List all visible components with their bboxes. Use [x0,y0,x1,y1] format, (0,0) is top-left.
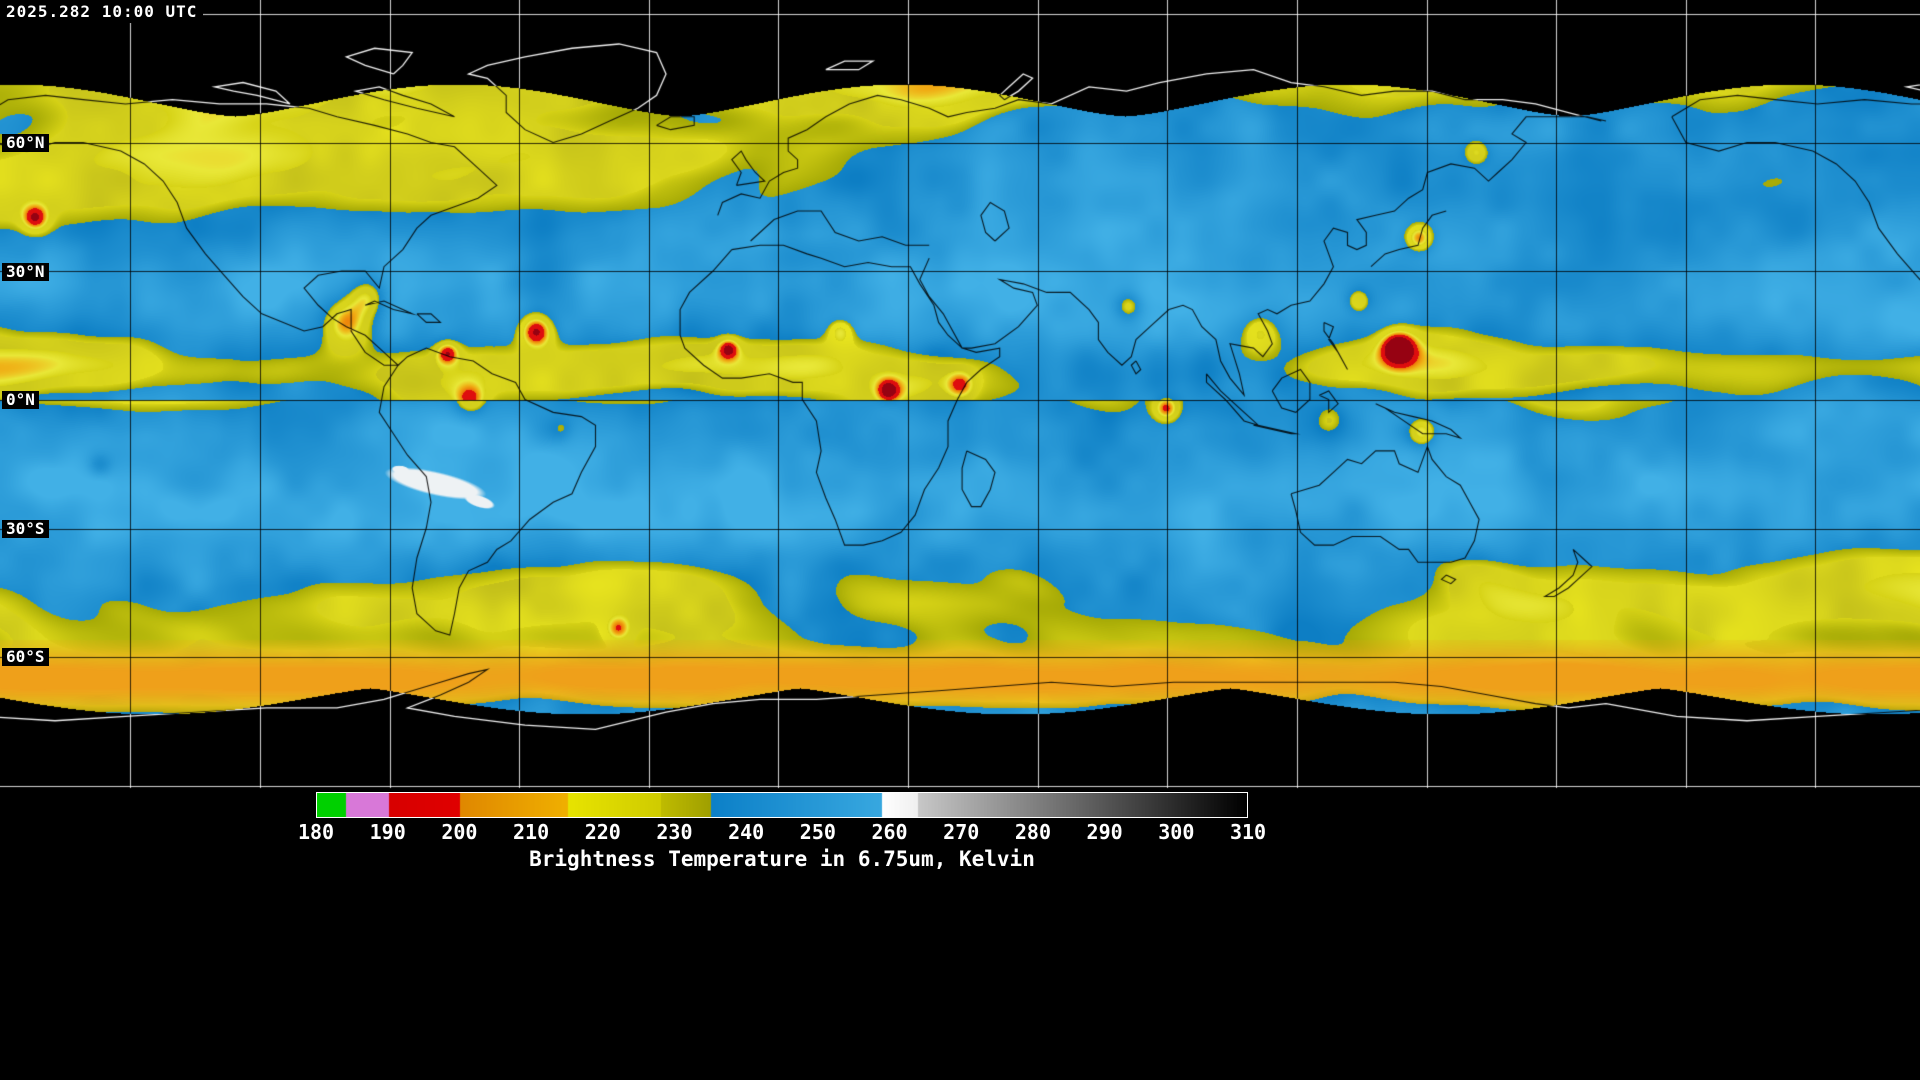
colorbar-tick: 310 [1229,820,1267,844]
colorbar-tick-row: 180 190 200 210 220 230 240 250 260 270 … [298,820,1266,844]
colorbar-tick: 280 [1014,820,1051,844]
colorbar-tick: 290 [1086,820,1123,844]
colorbar-tick: 300 [1158,820,1195,844]
lat-label-30s: 30°S [2,520,49,538]
colorbar-gradient [317,793,1247,817]
lat-label-60n: 60°N [2,134,49,152]
colorbar-tick: 250 [799,820,836,844]
colorbar-tick: 230 [656,820,693,844]
lat-label-60s: 60°S [2,648,49,666]
colorbar-tick: 260 [871,820,908,844]
colorbar-tick: 220 [584,820,621,844]
colorbar-title: Brightness Temperature in 6.75um, Kelvin [529,847,1035,871]
colorbar-tick: 180 [297,820,335,844]
lat-label-30n: 30°N [2,263,49,281]
lat-label-0n: 0°N [2,391,39,409]
colorbar-tick: 270 [943,820,980,844]
colorbar-tick: 200 [441,820,478,844]
colorbar-tick: 190 [369,820,406,844]
timestamp-label: 2025.282 10:00 UTC [0,0,204,23]
colorbar [316,792,1248,818]
colorbar-tick: 240 [728,820,765,844]
colorbar-tick: 210 [513,820,550,844]
